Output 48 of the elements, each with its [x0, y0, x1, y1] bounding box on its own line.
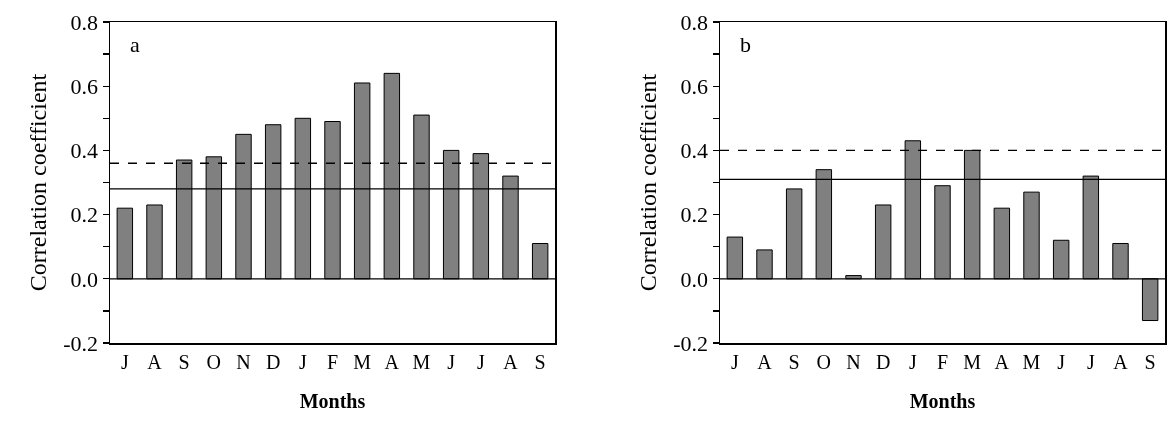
x-tick-label: N [236, 350, 251, 373]
x-tick-label: D [265, 350, 281, 373]
x-tick-label: J [476, 350, 485, 373]
y-tick-label: -0.2 [63, 330, 99, 356]
y-tick-label: 0.0 [680, 266, 709, 292]
y-tick-label: 0.6 [680, 73, 709, 99]
y-tick-label: 0.0 [70, 266, 99, 292]
x-axis-title: Months [909, 389, 976, 412]
y-tick-label: -0.2 [673, 330, 709, 356]
x-tick-label: A [757, 350, 773, 373]
x-tick-label: O [206, 350, 222, 373]
x-tick-label: A [503, 350, 519, 373]
x-tick-label: A [994, 350, 1010, 373]
annotation: a [130, 32, 140, 57]
x-axis-title: Months [299, 389, 366, 412]
y-tick-label: 0.4 [680, 138, 709, 164]
x-tick-label: S [534, 350, 546, 373]
x-tick-label: J [298, 350, 307, 373]
x-tick-label: A [1113, 350, 1129, 373]
x-tick-label: S [1144, 350, 1156, 373]
y-tick-label: 0.6 [70, 73, 99, 99]
x-tick-label: O [816, 350, 832, 373]
x-tick-label: J [120, 350, 129, 373]
x-tick-label: J [730, 350, 739, 373]
y-tick-label: 0.4 [70, 138, 99, 164]
x-tick-label: S [788, 350, 800, 373]
x-tick-label: A [147, 350, 163, 373]
x-tick-label: F [326, 350, 339, 373]
y-axis-title: Correlation coefficient [634, 73, 661, 292]
y-tick-label: 0.2 [680, 202, 709, 228]
x-tick-label: J [447, 350, 456, 373]
y-tick-label: 0.8 [70, 9, 99, 35]
y-tick-label: 0.2 [70, 202, 99, 228]
x-tick-label: F [936, 350, 949, 373]
annotation: b [740, 32, 751, 57]
x-tick-label: J [1057, 350, 1066, 373]
x-tick-label: A [384, 350, 400, 373]
x-tick-label: J [908, 350, 917, 373]
y-tick-label: 0.8 [680, 9, 709, 35]
x-tick-label: M [412, 350, 431, 373]
x-tick-label: N [846, 350, 861, 373]
x-tick-label: M [1022, 350, 1041, 373]
x-tick-label: M [353, 350, 372, 373]
x-tick-label: D [875, 350, 891, 373]
x-tick-label: J [1086, 350, 1095, 373]
x-tick-label: M [963, 350, 982, 373]
y-axis-title: Correlation coefficient [24, 73, 51, 292]
x-tick-label: S [178, 350, 190, 373]
